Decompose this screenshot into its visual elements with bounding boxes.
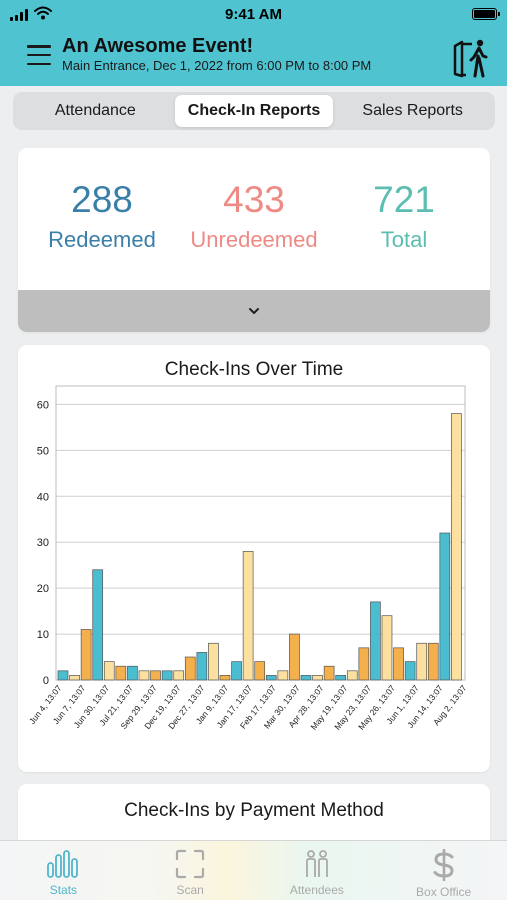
tab-sales-reports[interactable]: Sales Reports (362, 102, 463, 119)
summary-card: 288 Redeemed 433 Unredeemed 721 Total (18, 148, 490, 332)
bar (451, 413, 462, 681)
y-tick-label: 20 (37, 583, 49, 595)
y-tick-label: 0 (43, 675, 49, 687)
bar (335, 675, 347, 681)
bottom-tab-bar: Stats Scan Attendees Box Office (0, 840, 507, 900)
bar (127, 665, 138, 681)
bar (196, 652, 208, 681)
battery-icon (472, 8, 500, 20)
bar (57, 670, 69, 681)
bar (277, 670, 289, 681)
wifi-icon (34, 6, 52, 20)
bar (439, 532, 451, 681)
bar (92, 569, 104, 681)
y-tick-label: 60 (37, 399, 49, 411)
event-title: An Awesome Event! (62, 35, 254, 57)
bar (300, 675, 312, 681)
unredeemed-count: 433 (223, 179, 285, 220)
bar (323, 665, 335, 681)
y-tick-label: 10 (37, 629, 49, 641)
tab-scan-label: Scan (176, 883, 204, 897)
bar (346, 670, 358, 681)
bar (184, 656, 196, 681)
tab-attendees-label: Attendees (289, 883, 344, 897)
report-tabs: Attendance Check-In Reports Sales Report… (13, 92, 495, 130)
tab-stats[interactable]: Stats (0, 841, 127, 900)
dollar-icon (433, 849, 454, 881)
bar (381, 615, 393, 681)
bar (254, 661, 266, 681)
check-ins-over-time-card: 0 10 20 30 40 50 60 Jun 4, 13:07 Jun 7, 13:07 Jun… (18, 345, 490, 772)
chart-title: Check-Ins Over Time (164, 359, 344, 380)
total-count: 721 (373, 179, 435, 220)
bar (265, 675, 277, 681)
redeemed-stat: 288 Redeemed (27, 178, 177, 254)
bar (138, 670, 150, 681)
redeemed-count: 288 (71, 179, 133, 220)
payment-chart-title: Check-Ins by Payment Method (124, 800, 384, 821)
status-bar: 9:41 AM (0, 0, 507, 30)
tab-check-in-reports[interactable]: Check-In Reports (174, 95, 334, 127)
event-subtitle: Main Entrance, Dec 1, 2022 from 6:00 PM … (62, 58, 372, 73)
unredeemed-stat: 433 Unredeemed (179, 178, 329, 254)
bar (115, 665, 127, 681)
y-tick-label: 50 (37, 445, 49, 457)
plot-area (55, 385, 466, 681)
unredeemed-label: Unredeemed (190, 227, 318, 252)
total-stat: 721 Total (329, 178, 479, 254)
bar (427, 642, 439, 681)
bar (370, 601, 381, 681)
bar (289, 633, 300, 681)
cellular-signal-icon (10, 9, 28, 21)
y-tick-label: 40 (37, 491, 49, 503)
bar (358, 647, 370, 681)
bar (404, 661, 416, 681)
chevron-down-icon (249, 308, 259, 314)
bar (231, 661, 242, 681)
tab-attendees[interactable]: Attendees (254, 841, 381, 900)
expand-summary-button[interactable] (18, 290, 490, 332)
bar (208, 642, 219, 681)
redeemed-label: Redeemed (48, 227, 156, 252)
people-icon (305, 850, 328, 877)
bar (161, 670, 173, 681)
hamburger-icon[interactable] (27, 45, 51, 65)
tab-attendance[interactable]: Attendance (54, 102, 136, 119)
total-label: Total (380, 227, 428, 252)
bar (150, 670, 161, 681)
bar (242, 551, 254, 681)
y-tick-label: 30 (37, 537, 49, 549)
exit-door-person-icon[interactable] (452, 38, 488, 78)
bar (69, 675, 80, 681)
bar-chart-icon (47, 850, 79, 878)
bar (173, 670, 185, 681)
tab-scan[interactable]: Scan (127, 841, 254, 900)
bar (219, 675, 231, 681)
tab-stats-label: Stats (49, 883, 78, 897)
app-header: 9:41 AM An Awesome Event! Main Entrance,… (0, 0, 507, 86)
bar (103, 661, 115, 681)
status-time: 9:41 AM (225, 6, 282, 23)
bar (80, 629, 92, 681)
bar (312, 675, 323, 681)
tab-box-office[interactable]: Box Office (380, 841, 507, 900)
bar (393, 647, 404, 681)
scan-frame-icon (176, 849, 205, 879)
bar (416, 642, 428, 681)
tab-box-office-label: Box Office (416, 885, 472, 899)
